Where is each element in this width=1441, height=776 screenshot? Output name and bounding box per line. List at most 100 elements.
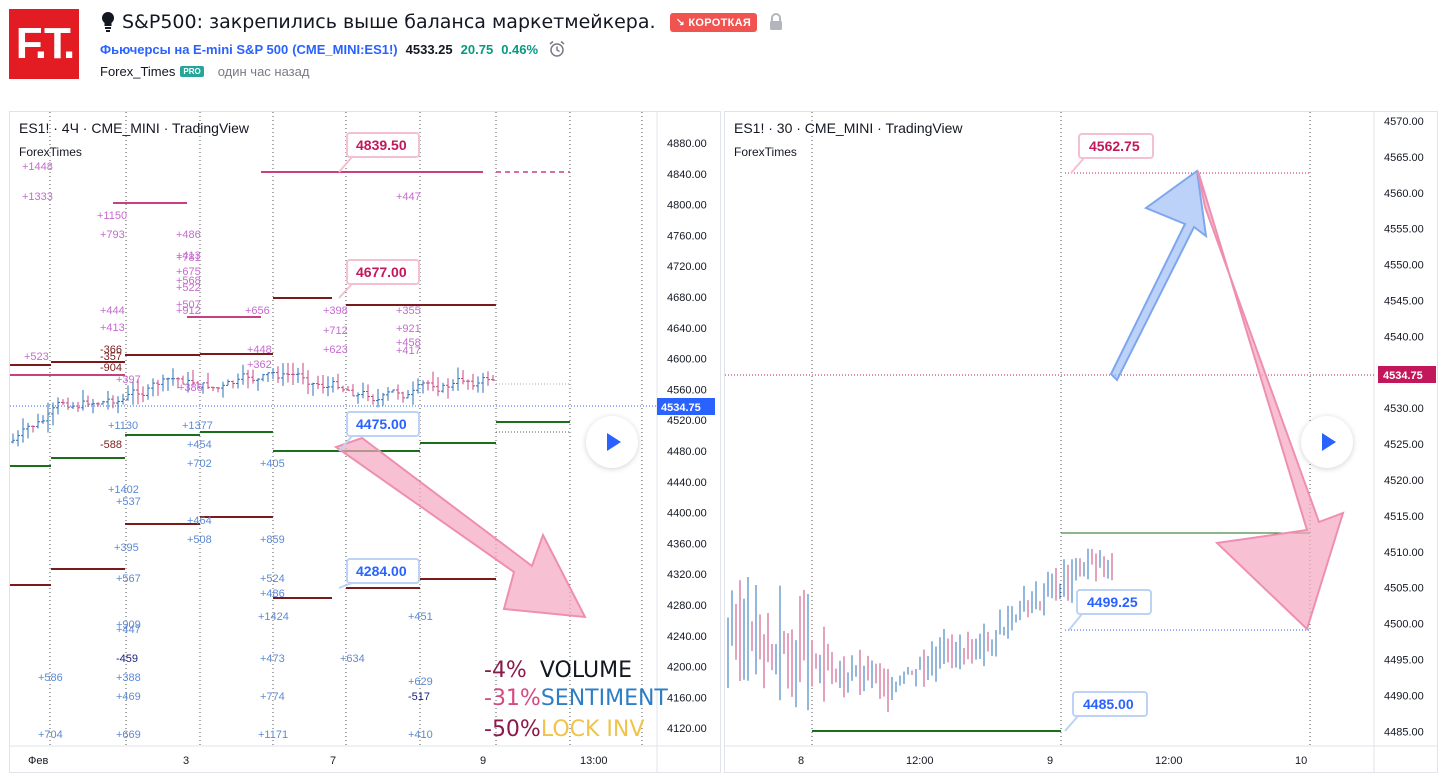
price-callout-box — [346, 558, 420, 584]
right-chart-legend: ES1! · 30 · CME_MINI · TradingView — [734, 120, 963, 136]
price-axis-label: 4320.00 — [667, 569, 707, 581]
volume-profile-number: +793 — [100, 229, 125, 241]
price-callout-text: 4284.00 — [356, 563, 407, 579]
volume-profile-number: +537 — [116, 496, 141, 508]
price-axis-label: 4680.00 — [667, 292, 707, 304]
volume-profile-number: +1424 — [258, 611, 289, 623]
price-axis-label: 4530.00 — [1384, 403, 1424, 415]
volume-profile-number: +386 — [178, 382, 203, 394]
volume-profile-number: +447 — [116, 624, 141, 636]
volume-profile-number: +413 — [100, 322, 125, 334]
price-axis-label: 4520.00 — [667, 415, 707, 427]
current-price-tag — [657, 398, 715, 415]
price-axis-label: 4280.00 — [667, 600, 707, 612]
idea-title: S&P500: закрепились выше баланса маркетм… — [122, 11, 656, 33]
volume-profile-number: +451 — [408, 611, 433, 623]
volume-profile-number: +508 — [187, 534, 212, 546]
price-axis-label: 4515.00 — [1384, 511, 1424, 523]
lock-inv-label: LOCK INV — [540, 717, 645, 742]
volume-profile-number: +781 — [176, 252, 201, 264]
volume-profile-number: +669 — [116, 729, 141, 741]
author-name[interactable]: Forex_Times — [100, 64, 176, 79]
price-callout-pointer — [338, 156, 353, 173]
right-play-button[interactable] — [1301, 416, 1353, 468]
pro-badge: PRO — [180, 66, 204, 77]
volume-profile-number: +1448 — [22, 161, 53, 173]
symbol-name-link[interactable]: Фьючерсы на E-mini S&P 500 — [100, 41, 289, 57]
price-callout-pointer — [338, 435, 353, 452]
volume-profile-number: +405 — [260, 458, 285, 470]
current-price-text: 4534.75 — [1383, 370, 1423, 382]
volume-profile-number: +469 — [116, 691, 141, 703]
left-play-button[interactable] — [586, 416, 638, 468]
price-axis-label: 4540.00 — [1384, 331, 1424, 343]
price-axis-label: 4520.00 — [1384, 475, 1424, 487]
volume-profile-number: +507 — [176, 299, 201, 311]
left-chart-panel[interactable]: 4880.00 4840.00 4800.00 4760.00 4720.00 4680.… — [9, 111, 721, 773]
volume-profile-number: +634 — [340, 653, 365, 665]
volume-profile-number: +362 — [247, 359, 272, 371]
symbol-price: 4533.25 — [405, 41, 453, 57]
current-price-tag — [1378, 366, 1436, 383]
volume-profile-number: +1333 — [22, 191, 53, 203]
time-axis-label: 9 — [1047, 755, 1053, 767]
volume-percent: -4% — [484, 658, 527, 683]
volume-profile-number: +395 — [114, 542, 139, 554]
forex-times-logo[interactable]: F.T. — [9, 9, 79, 79]
price-axis-label: 4545.00 — [1384, 296, 1424, 308]
price-axis-label: 4500.00 — [1384, 619, 1424, 631]
price-axis-label: 4560.00 — [1384, 188, 1424, 200]
volume-profile-number: +921 — [396, 323, 421, 335]
volume-profile-number: +397 — [116, 374, 141, 386]
time-axis-label: 10 — [1295, 755, 1307, 767]
volume-profile-number: +464 — [187, 515, 212, 527]
price-axis-label: 4120.00 — [667, 723, 707, 735]
volume-profile-number: +410 — [408, 729, 433, 741]
price-axis-label: 4440.00 — [667, 477, 707, 489]
price-axis-label: 4720.00 — [667, 261, 707, 273]
volume-profile-number: +486 — [176, 229, 201, 241]
volume-profile-number: +473 — [260, 653, 285, 665]
price-callout-text: 4485.00 — [1083, 696, 1134, 712]
time-axis-label: 3 — [183, 755, 189, 767]
volume-profile-number: +448 — [247, 344, 272, 356]
price-callout-pointer — [338, 283, 353, 299]
volume-profile-number: +1150 — [97, 210, 127, 222]
volume-profile-number: +704 — [38, 729, 63, 741]
volume-row: -4% VOLUME — [484, 658, 632, 683]
right-chart-panel[interactable]: 4570.00 4565.00 4560.00 4555.00 4550.00 4545.… — [724, 111, 1438, 773]
symbol-change-percent: 0.46% — [501, 41, 539, 57]
price-axis-label: 4640.00 — [667, 323, 707, 335]
alarm-clock-icon[interactable] — [548, 40, 566, 58]
volume-profile-number: -366 — [100, 344, 122, 356]
price-axis-label: 4490.00 — [1384, 690, 1424, 702]
price-axis-label: 4200.00 — [667, 662, 707, 674]
time-axis-label: 13:00 — [580, 755, 608, 767]
short-badge[interactable]: ↘ КОРОТКАЯ — [669, 12, 758, 32]
down-arrow-drawing — [1197, 170, 1345, 631]
time-axis-label: 8 — [798, 755, 804, 767]
volume-profile-number: +912 — [176, 305, 201, 317]
volume-profile-number: +675 — [176, 266, 201, 278]
price-callout-text: 4839.50 — [356, 137, 407, 153]
price-callout-box — [1078, 133, 1154, 159]
price-callout-text: 4475.00 — [356, 416, 407, 432]
time-axis-label: 7 — [330, 755, 336, 767]
symbol-row: Фьючерсы на E-mini S&P 500 (CME_MINI:ES1… — [100, 40, 566, 58]
price-axis-label: 4565.00 — [1384, 152, 1424, 164]
price-callout-box — [346, 259, 420, 285]
price-callout-text: 4499.25 — [1087, 594, 1138, 610]
volume-profile-number: -459 — [116, 653, 138, 665]
volume-profile-number: +629 — [408, 676, 433, 688]
volume-profile-number: +522 — [176, 282, 201, 294]
time-axis-label: Фев — [28, 755, 48, 767]
volume-profile-number: -517 — [408, 691, 430, 703]
price-axis-label: 4525.00 — [1384, 439, 1424, 451]
left-chart-canvas[interactable]: 4880.00 4840.00 4800.00 4760.00 4720.00 4680.… — [10, 112, 721, 773]
price-axis-label: 4510.00 — [1384, 547, 1424, 559]
volume-profile-number: +458 — [396, 337, 421, 349]
price-axis-label: 4160.00 — [667, 692, 707, 704]
symbol-code-link[interactable]: (CME_MINI:ES1!) — [292, 41, 398, 57]
volume-profile-number: +702 — [187, 458, 212, 470]
price-axis-label: 4240.00 — [667, 631, 707, 643]
